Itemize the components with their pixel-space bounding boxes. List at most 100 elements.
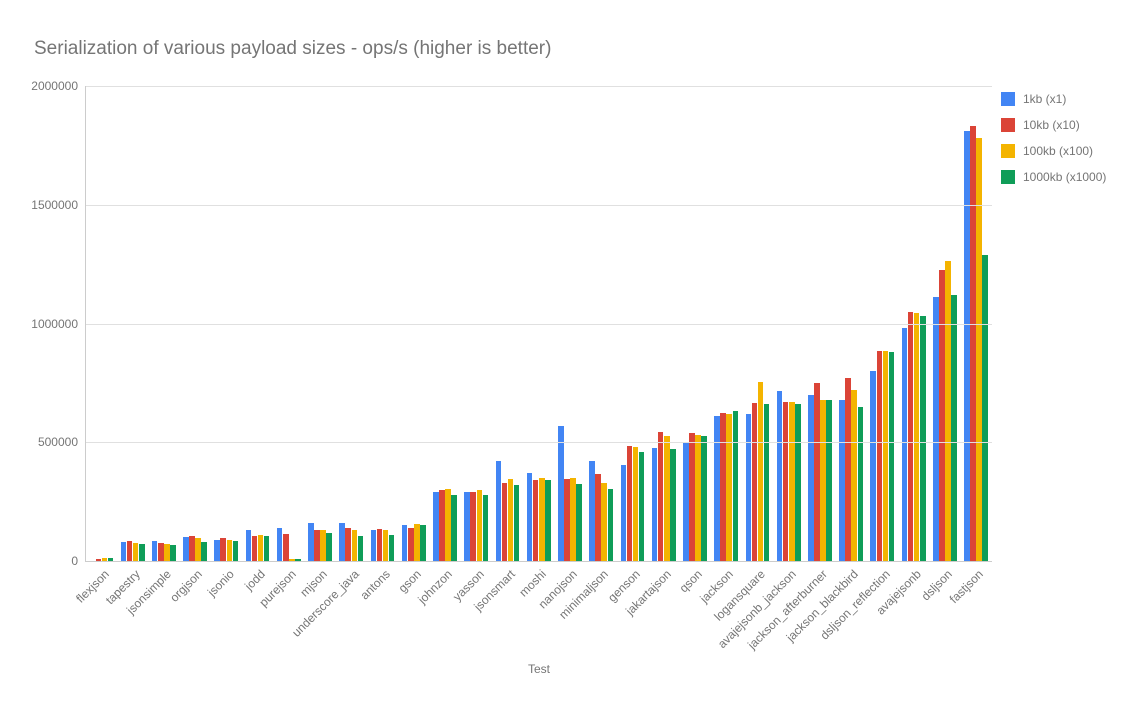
legend-label: 100kb (x100) <box>1023 144 1093 158</box>
bar <box>214 540 220 561</box>
bar <box>408 528 414 561</box>
bar <box>733 411 739 561</box>
bar <box>527 473 533 561</box>
x-tick-label: jsonio <box>204 567 236 599</box>
bar <box>621 465 627 561</box>
bar <box>808 395 814 561</box>
bar <box>470 492 476 561</box>
y-tick-label: 0 <box>71 554 78 568</box>
bar <box>701 436 707 561</box>
bar <box>683 442 689 561</box>
bar <box>845 378 851 561</box>
bar <box>777 391 783 561</box>
bar <box>483 495 489 562</box>
bar <box>477 490 483 561</box>
x-tick-label: jodd <box>242 567 268 593</box>
bar <box>133 543 139 561</box>
bar <box>326 533 332 562</box>
bar <box>783 402 789 561</box>
x-tick-label: orgjson <box>168 567 206 605</box>
bar <box>558 426 564 561</box>
bar <box>902 328 908 561</box>
bar <box>627 446 633 561</box>
bar <box>877 351 883 561</box>
chart-title: Serialization of various payload sizes -… <box>34 38 551 60</box>
bar <box>658 432 664 561</box>
legend-swatch <box>1001 118 1015 132</box>
bar <box>152 541 158 561</box>
gridline <box>86 205 992 206</box>
bar <box>908 312 914 561</box>
bar <box>589 461 595 561</box>
bar <box>695 435 701 561</box>
legend-label: 10kb (x10) <box>1023 118 1080 132</box>
bar <box>870 371 876 561</box>
bar <box>545 480 551 561</box>
bar <box>158 543 164 561</box>
bar <box>814 383 820 561</box>
bar <box>689 433 695 561</box>
legend-item: 10kb (x10) <box>1001 112 1106 138</box>
bar <box>633 447 639 561</box>
bar <box>976 138 982 561</box>
bar <box>539 478 545 561</box>
bar <box>183 537 189 561</box>
bar <box>246 530 252 561</box>
bar <box>939 270 945 561</box>
bar <box>264 536 270 561</box>
x-tick-label: fastjson <box>947 567 986 606</box>
bar <box>314 530 320 561</box>
bar <box>377 529 383 561</box>
bar <box>858 407 864 561</box>
legend-item: 1000kb (x1000) <box>1001 164 1106 190</box>
bar <box>564 479 570 561</box>
bar <box>464 492 470 561</box>
bar <box>320 530 326 561</box>
bar <box>220 538 226 561</box>
bar <box>970 126 976 561</box>
bar <box>914 313 920 561</box>
bar <box>752 403 758 561</box>
bar <box>826 400 832 562</box>
bar <box>121 542 127 561</box>
y-tick-label: 1000000 <box>31 317 78 331</box>
bar <box>508 479 514 561</box>
bar <box>652 448 658 561</box>
bar <box>352 530 358 561</box>
bar <box>883 351 889 561</box>
bar <box>358 536 364 561</box>
bar <box>951 295 957 561</box>
gridline <box>86 86 992 87</box>
bar <box>533 480 539 561</box>
bar <box>339 523 345 561</box>
bar <box>945 261 951 561</box>
bar <box>720 413 726 561</box>
bar <box>595 474 601 561</box>
bar <box>451 495 457 562</box>
bar <box>670 449 676 561</box>
bar <box>108 558 114 561</box>
bar <box>758 382 764 561</box>
bar <box>851 390 857 561</box>
bar <box>820 400 826 562</box>
bar <box>170 545 176 561</box>
bar <box>102 558 108 561</box>
legend-label: 1000kb (x1000) <box>1023 170 1106 184</box>
bar <box>714 416 720 561</box>
legend-item: 1kb (x1) <box>1001 86 1106 112</box>
bar <box>383 530 389 561</box>
bar <box>514 485 520 561</box>
bar <box>389 535 395 561</box>
bar <box>164 544 170 561</box>
bar <box>664 436 670 561</box>
gridline <box>86 442 992 443</box>
bar <box>982 255 988 561</box>
bar <box>839 400 845 562</box>
bar <box>195 538 201 561</box>
bar <box>371 530 377 561</box>
bar <box>789 402 795 561</box>
bar <box>345 528 351 561</box>
bar <box>308 523 314 561</box>
legend-swatch <box>1001 144 1015 158</box>
bar <box>445 489 451 561</box>
